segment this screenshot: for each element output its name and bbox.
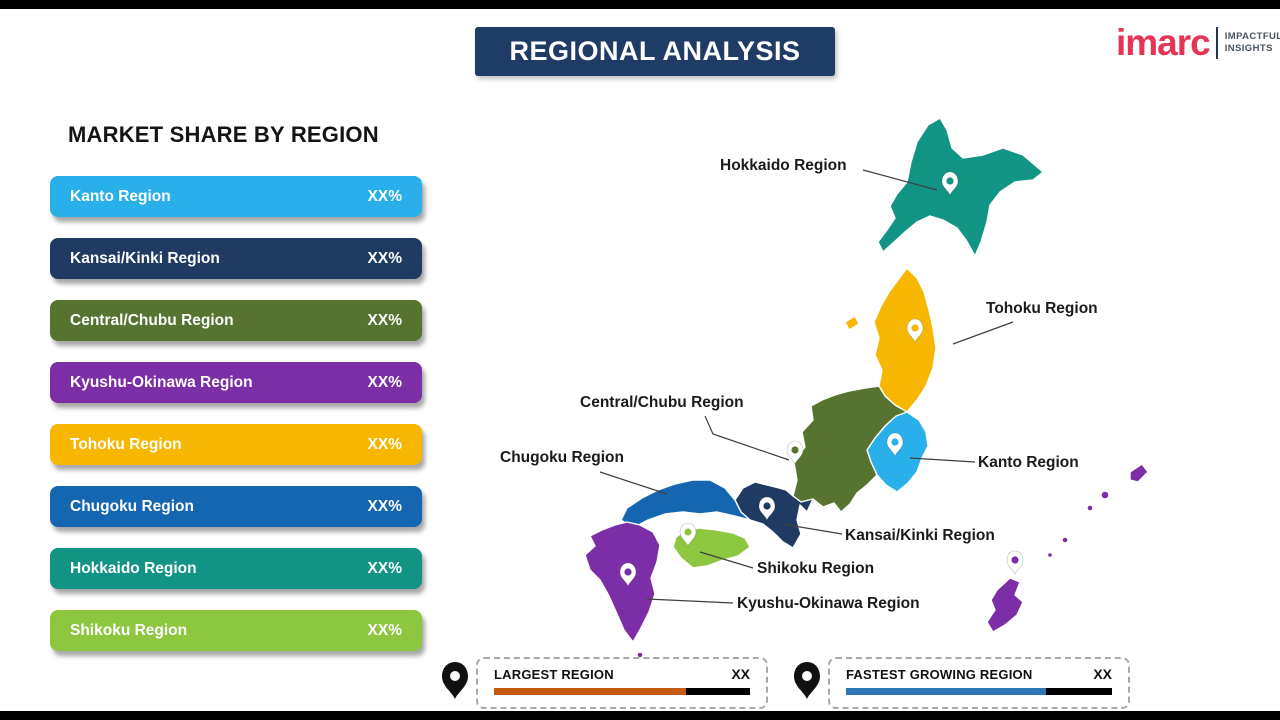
connector-kyushu <box>646 598 734 604</box>
map-island-amami-4 <box>1061 536 1069 544</box>
logo-brand-text: imarc <box>1116 22 1211 63</box>
largest-region-bar <box>494 688 750 695</box>
region-share-bar: Central/Chubu Region XX% <box>50 300 422 341</box>
map-label-kansai: Kansai/Kinki Region <box>845 527 995 544</box>
connector-chugoku <box>599 471 668 495</box>
region-share-bar: Chugoku Region XX% <box>50 486 422 527</box>
connector-tohoku <box>952 321 1014 345</box>
region-share-bar: Tohoku Region XX% <box>50 424 422 465</box>
map-label-shikoku: Shikoku Region <box>757 560 875 577</box>
map-region-kyushu <box>584 521 661 643</box>
logo-tagline-line1: IMPACTFUL <box>1224 30 1280 42</box>
region-share-label: Kyushu-Okinawa Region <box>70 373 253 391</box>
map-label-chugoku: Chugoku Region <box>500 449 624 466</box>
fastest-region-bar-end <box>1045 688 1112 695</box>
map-pin-okinawa <box>1006 550 1024 575</box>
region-share-value: XX% <box>367 435 402 453</box>
map-label-kanto: Kanto Region <box>978 454 1079 471</box>
region-share-value: XX% <box>367 497 402 515</box>
connector-kanto <box>909 457 976 463</box>
region-share-label: Kansai/Kinki Region <box>70 249 220 267</box>
region-share-bar: Hokkaido Region XX% <box>50 548 422 589</box>
region-share-bar: Kyushu-Okinawa Region XX% <box>50 362 422 403</box>
largest-region-value: XX <box>731 666 750 682</box>
region-share-label: Kanto Region <box>70 187 171 205</box>
japan-map <box>545 100 1165 680</box>
fastest-region-value: XX <box>1093 666 1112 682</box>
map-region-okinawa <box>986 577 1024 633</box>
largest-region-legend: LARGEST REGION XX <box>476 657 768 709</box>
connector-shikoku <box>699 551 754 569</box>
fastest-region-pin-icon <box>794 662 820 699</box>
top-letterbox <box>0 0 1280 9</box>
region-share-label: Hokkaido Region <box>70 559 197 577</box>
fastest-region-label: FASTEST GROWING REGION <box>846 666 1033 682</box>
region-share-bar: Kanto Region XX% <box>50 176 422 217</box>
logo-tagline-line2: INSIGHTS <box>1224 42 1273 54</box>
largest-region-pin-icon <box>442 662 468 699</box>
map-island-amami-1 <box>1129 463 1149 483</box>
map-pin-chubu <box>786 440 804 465</box>
map-region-chubu <box>792 385 908 513</box>
market-share-list: Kanto Region XX% Kansai/Kinki Region XX%… <box>50 176 422 672</box>
imarc-logo: imarc IMPACTFUL INSIGHTS <box>1116 24 1280 61</box>
map-region-tohoku <box>873 267 937 413</box>
region-share-value: XX% <box>367 559 402 577</box>
connector-kansai <box>781 523 843 535</box>
page-title: REGIONAL ANALYSIS <box>475 27 835 76</box>
largest-region-bar-fill <box>494 688 686 695</box>
largest-region-bar-end <box>686 688 750 695</box>
largest-region-label: LARGEST REGION <box>494 666 614 682</box>
map-label-tohoku: Tohoku Region <box>986 300 1098 317</box>
logo-tagline: IMPACTFUL INSIGHTS <box>1225 31 1280 55</box>
map-pin-shikoku <box>679 522 697 547</box>
region-share-bar: Shikoku Region XX% <box>50 610 422 651</box>
map-label-kyushu: Kyushu-Okinawa Region <box>737 595 920 612</box>
region-share-value: XX% <box>367 621 402 639</box>
map-region-chugoku <box>620 479 751 529</box>
logo-divider <box>1215 26 1218 59</box>
map-island-sado <box>844 315 860 331</box>
map-label-hokkaido: Hokkaido Region <box>720 157 847 174</box>
japan-map-svg <box>584 117 1149 666</box>
map-region-kansai <box>734 481 814 549</box>
map-pin-kansai <box>758 496 776 521</box>
region-share-value: XX% <box>367 187 402 205</box>
region-share-label: Chugoku Region <box>70 497 194 515</box>
map-pins <box>619 171 1024 587</box>
map-label-chubu: Central/Chubu Region <box>580 394 744 411</box>
map-pin-kanto <box>886 432 904 457</box>
connector-hokkaido <box>862 169 938 191</box>
fastest-region-bar-fill <box>846 688 1046 695</box>
connector-chubu <box>704 415 790 461</box>
map-pin-hokkaido <box>941 171 959 196</box>
region-share-value: XX% <box>367 311 402 329</box>
map-pin-kyushu <box>619 562 637 587</box>
bottom-letterbox <box>0 711 1280 720</box>
region-share-label: Central/Chubu Region <box>70 311 234 329</box>
map-island-amami-2 <box>1100 490 1110 500</box>
region-share-value: XX% <box>367 249 402 267</box>
market-share-heading: MARKET SHARE BY REGION <box>68 122 379 147</box>
map-island-amami-3 <box>1086 504 1094 512</box>
page-title-text: REGIONAL ANALYSIS <box>509 36 801 66</box>
region-share-label: Shikoku Region <box>70 621 188 639</box>
region-share-value: XX% <box>367 373 402 391</box>
fastest-region-bar <box>846 688 1112 695</box>
map-region-hokkaido <box>877 117 1044 257</box>
region-share-label: Tohoku Region <box>70 435 182 453</box>
region-share-bar: Kansai/Kinki Region XX% <box>50 238 422 279</box>
fastest-region-legend: FASTEST GROWING REGION XX <box>828 657 1130 709</box>
map-island-amami-5 <box>1046 551 1054 559</box>
map-pin-tohoku <box>906 318 924 343</box>
